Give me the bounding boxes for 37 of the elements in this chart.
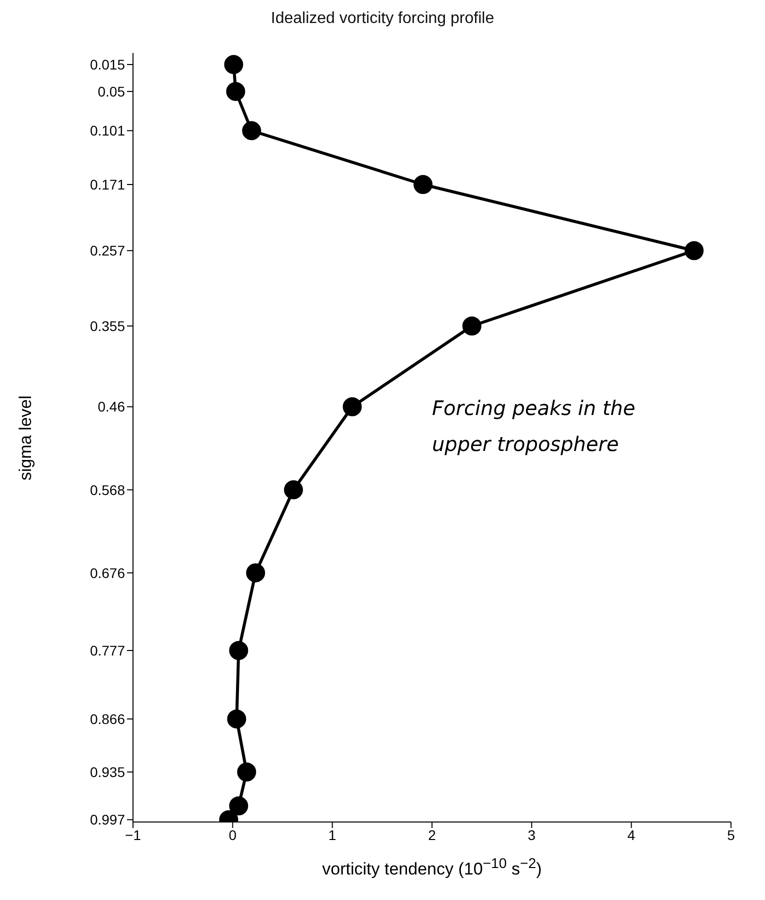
point <box>246 563 266 582</box>
point <box>462 316 482 336</box>
x-tick-label: 0 <box>228 826 237 843</box>
y-tick-label: 0.05 <box>98 83 126 100</box>
point <box>284 480 303 500</box>
y-axis-title: sigma level <box>16 394 36 480</box>
x-tick-label: −1 <box>125 826 142 843</box>
point <box>224 55 244 74</box>
y-tick-label: 0.015 <box>90 56 126 73</box>
x-tick-label: 5 <box>727 826 736 843</box>
y-tick-label: 0.777 <box>90 642 126 658</box>
x-axis-title: vorticity tendency (10$^{−10}$ s$^{−2}$) <box>321 856 543 880</box>
y-tick-label: 0.46 <box>98 398 126 415</box>
point <box>237 762 256 782</box>
y-tick-label: 0.997 <box>90 812 126 828</box>
y-tick-label: 0.568 <box>90 482 126 498</box>
point <box>226 82 246 101</box>
point <box>684 241 704 260</box>
point <box>229 796 248 816</box>
annotation: Forcing peaks in the upper troposphere <box>432 395 636 458</box>
y-tick-label: 0.676 <box>90 564 126 581</box>
y-tick-label: 0.257 <box>90 242 126 259</box>
point <box>414 175 433 194</box>
point <box>227 709 246 728</box>
point <box>242 121 262 140</box>
x-tick-label: 3 <box>528 826 536 843</box>
y-tick-label: 0.101 <box>90 122 126 139</box>
y-tick-label: 0.355 <box>90 318 126 334</box>
x-tick-label: 1 <box>328 826 336 843</box>
x-tick-label: 4 <box>627 826 636 843</box>
point <box>229 641 248 660</box>
y-tick-label: 0.935 <box>90 764 126 780</box>
y-tick-label: 0.866 <box>90 710 126 727</box>
x-tick-label: 2 <box>428 826 436 843</box>
chart-title: Idealized vorticity forcing profile <box>270 10 496 28</box>
y-tick-label: 0.171 <box>90 176 126 192</box>
point <box>342 397 362 416</box>
